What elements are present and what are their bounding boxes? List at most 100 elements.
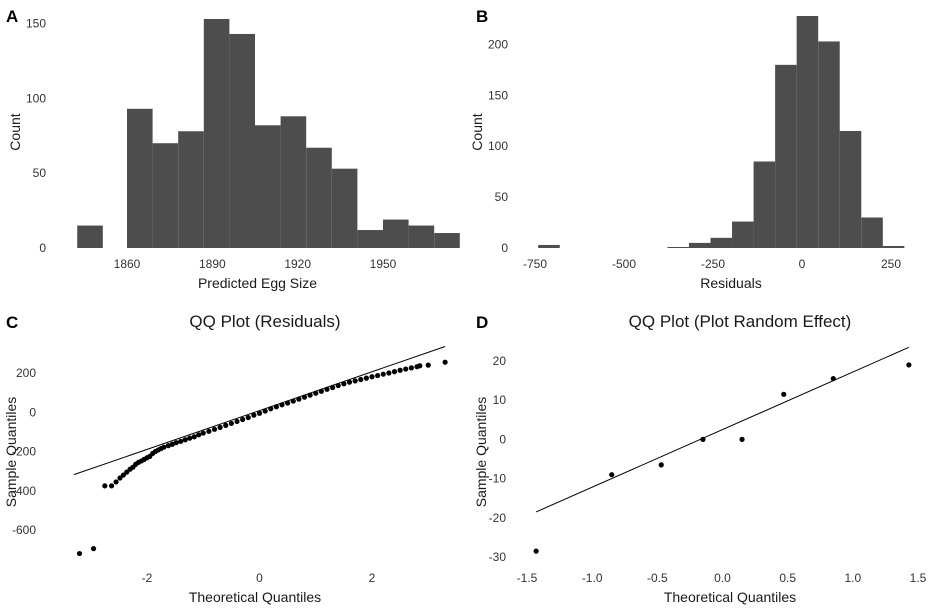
histogram-bar: [152, 143, 179, 248]
data-point: [196, 432, 202, 438]
histogram-bar: [710, 237, 733, 248]
x-tick-label: -250: [701, 257, 725, 271]
data-point: [425, 362, 431, 368]
y-tick-label: 0: [499, 432, 506, 446]
data-point: [352, 378, 358, 384]
histogram-bar: [229, 33, 255, 248]
histogram-bar: [538, 244, 560, 248]
data-point: [341, 381, 347, 387]
data-point: [375, 372, 381, 379]
data-point: [830, 376, 836, 382]
x-tick-label: 1950: [370, 257, 397, 271]
y-tick-label: 10: [493, 393, 507, 407]
data-point: [245, 414, 251, 421]
data-point: [906, 362, 912, 368]
x-tick-label: 0.0: [714, 571, 731, 585]
histogram-bar: [775, 64, 797, 248]
data-point: [369, 374, 375, 380]
y-axis-label: Sample Quantiles: [473, 397, 489, 508]
histogram-bar: [796, 16, 819, 248]
data-point: [442, 359, 448, 365]
data-point: [273, 404, 279, 410]
data-point: [251, 412, 257, 418]
data-point: [117, 475, 123, 481]
x-axis-label: Theoretical Quantiles: [664, 589, 796, 605]
qq-plot-random-effect: D QQ Plot (Plot Random Effect) -30 -20 -10 0 1…: [473, 312, 927, 605]
data-point: [346, 379, 353, 385]
x-tick-label: 2: [369, 571, 376, 585]
histogram-bar: [861, 217, 883, 248]
data-point: [228, 420, 234, 427]
data-point: [173, 440, 179, 446]
x-tick-label: -1.0: [582, 571, 603, 585]
x-tick-label: -500: [612, 257, 636, 271]
data-point: [335, 382, 341, 389]
data-point: [403, 366, 409, 372]
panel-letter: D: [476, 313, 488, 332]
data-point: [296, 396, 302, 402]
y-tick-label: 50: [33, 166, 47, 180]
data-point: [290, 398, 296, 404]
y-tick-label: 100: [488, 139, 508, 153]
y-tick-label: 100: [26, 91, 46, 105]
data-point: [739, 436, 745, 442]
y-tick-label: -30: [489, 550, 507, 564]
data-point: [76, 550, 83, 557]
data-point: [165, 443, 171, 449]
histogram-bar: [753, 161, 776, 248]
data-point: [102, 483, 108, 489]
chart-title: QQ Plot (Residuals): [189, 312, 340, 331]
data-point: [324, 386, 330, 392]
data-point: [318, 388, 324, 394]
data-point: [363, 375, 369, 381]
data-point: [187, 435, 193, 441]
x-tick-label: 1.5: [910, 571, 927, 585]
chart-title: QQ Plot (Plot Random Effect): [629, 312, 852, 331]
x-tick-label: -0.5: [647, 571, 668, 585]
histogram-bar: [77, 225, 103, 248]
data-point: [169, 441, 175, 447]
histogram-predicted-egg-size: A 0 50 100 150 1860 1890 1920 1950 Predicted Egg …: [6, 7, 460, 291]
histogram-bar: [383, 219, 409, 248]
data-point: [234, 418, 240, 425]
data-point: [313, 390, 319, 396]
data-point: [191, 434, 197, 440]
x-tick-label: 1920: [284, 257, 311, 271]
histogram-bar: [732, 221, 754, 248]
y-axis-label: Count: [7, 113, 23, 150]
data-point: [386, 370, 392, 376]
histogram-residuals: B 0 50 100 150 200 -750 -500 -250 0 250 Residuals Co…: [469, 7, 905, 291]
y-tick-label: 0: [501, 241, 508, 255]
x-tick-label: 250: [881, 257, 901, 271]
histogram-bar: [882, 245, 905, 248]
data-point: [90, 546, 97, 552]
data-point: [700, 436, 706, 442]
x-axis-label: Residuals: [700, 275, 761, 291]
y-axis-label: Sample Quantiles: [3, 397, 19, 508]
data-point: [182, 437, 188, 443]
x-axis-label: Predicted Egg Size: [198, 275, 317, 291]
data-point: [391, 369, 398, 375]
reference-line: [535, 346, 910, 513]
y-axis-label: Count: [469, 113, 485, 150]
histogram-bar: [331, 168, 358, 248]
y-tick-label: -600: [12, 523, 36, 537]
data-point: [781, 391, 787, 397]
data-point: [380, 371, 386, 377]
data-point: [124, 469, 130, 475]
data-point: [658, 462, 664, 468]
histogram-bar: [203, 18, 230, 249]
data-point: [330, 384, 336, 391]
histogram-bar: [818, 41, 840, 248]
histogram-bar: [280, 116, 307, 248]
data-point: [120, 472, 126, 478]
data-point: [206, 428, 212, 434]
data-point: [211, 426, 218, 432]
x-tick-label: 0.5: [779, 571, 796, 585]
data-point: [161, 444, 167, 450]
histogram-bar: [306, 147, 332, 248]
histogram-bar: [839, 130, 862, 248]
panel-letter: C: [6, 313, 18, 332]
data-point: [358, 376, 364, 383]
x-tick-label: -1.5: [517, 571, 538, 585]
